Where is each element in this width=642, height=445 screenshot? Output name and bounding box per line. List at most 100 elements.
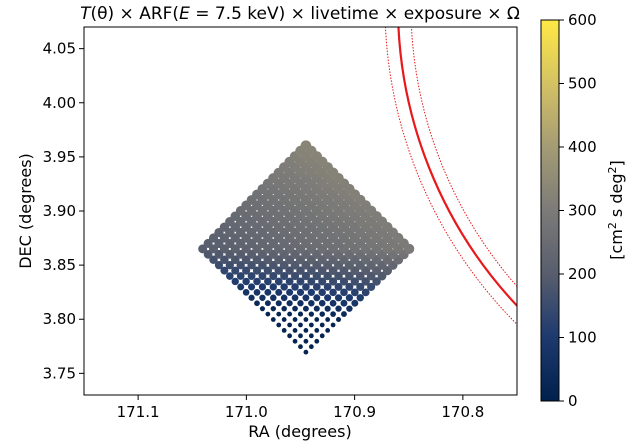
plot-frame (83, 26, 518, 396)
data-point (292, 328, 298, 333)
data-point (298, 344, 303, 350)
data-point (247, 272, 256, 280)
data-point (253, 288, 261, 296)
data-point (298, 322, 303, 328)
colorbar-tick-label: 100 (568, 329, 597, 347)
data-point (328, 266, 338, 276)
colorbar-label: [cm2 s deg2] (606, 160, 626, 260)
data-point (268, 260, 278, 270)
colorbar-tick-label: 0 (568, 392, 578, 410)
data-point (340, 299, 348, 307)
data-point (252, 255, 262, 265)
data-point (325, 328, 331, 333)
x-axis-label: RA (degrees) (248, 422, 351, 441)
x-tick-label: 171.0 (225, 403, 268, 421)
data-point (225, 261, 234, 270)
colorbar-tick-label: 400 (568, 138, 597, 156)
data-point (287, 322, 292, 328)
data-point (303, 349, 309, 355)
data-point (225, 272, 234, 280)
boundary-circle (397, 27, 517, 308)
data-point (274, 266, 283, 275)
data-point (241, 255, 251, 265)
data-point (319, 333, 325, 339)
data-point (345, 282, 354, 291)
data-point (297, 300, 304, 307)
data-point (324, 294, 332, 302)
y-tick-label: 4.05 (43, 40, 76, 58)
colorbar-tick-label: 300 (568, 202, 597, 220)
colorbar-tick-label: 500 (568, 75, 597, 93)
data-point (286, 300, 293, 307)
data-point (254, 300, 260, 307)
data-point (345, 271, 354, 281)
data-point (258, 272, 267, 281)
y-tick-label: 3.75 (43, 364, 76, 382)
data-point (318, 277, 327, 286)
colorbar-tick-label: 200 (568, 265, 597, 283)
colorbar-ticks: 0 100 200 300 400 500 600 (559, 11, 597, 410)
data-point (329, 277, 338, 286)
data-point (345, 294, 354, 302)
data-point (329, 299, 337, 307)
data-point (214, 261, 224, 270)
data-point (307, 266, 316, 275)
x-tick-label: 170.8 (441, 403, 484, 421)
y-tick-label: 4.00 (43, 94, 76, 112)
data-point (231, 266, 240, 275)
data-point (340, 288, 348, 297)
data-point (236, 260, 245, 270)
colorbar-tick-label: 600 (568, 11, 597, 29)
data-point (307, 277, 316, 286)
data-point (252, 266, 262, 275)
data-point (302, 283, 310, 291)
data-point (356, 294, 364, 302)
data-point (296, 277, 305, 286)
data-point (281, 328, 287, 333)
data-point (230, 255, 240, 265)
data-point (323, 283, 332, 291)
data-point (209, 255, 218, 264)
data-point (296, 288, 305, 296)
data-point (330, 311, 336, 317)
data-point (356, 282, 365, 291)
data-point (275, 288, 283, 296)
data-point (307, 288, 316, 297)
data-point (292, 338, 298, 344)
data-point (302, 305, 309, 312)
data-point (236, 272, 245, 280)
data-point (341, 311, 347, 318)
data-point (242, 266, 251, 275)
data-point (297, 311, 304, 317)
data-point (280, 271, 289, 281)
data-point (263, 266, 273, 275)
data-point (281, 305, 287, 312)
data-point (329, 288, 337, 297)
colorbar (540, 19, 560, 402)
data-point (270, 294, 277, 302)
data-point (319, 322, 325, 328)
data-point (274, 277, 283, 286)
data-point (275, 300, 282, 307)
data-point (285, 277, 294, 286)
y-axis-ticks: 3.75 3.80 3.85 3.90 3.95 4.00 4.05 (43, 40, 84, 382)
data-point (314, 338, 320, 344)
data-point (335, 305, 342, 312)
data-point (355, 271, 365, 281)
x-tick-label: 170.9 (333, 403, 376, 421)
data-point (308, 299, 315, 307)
boundary-circles (385, 27, 517, 325)
boundary-circle-dotted (385, 27, 517, 325)
data-point (264, 300, 271, 307)
data-point (366, 271, 376, 281)
data-point (308, 333, 314, 339)
data-point (259, 294, 266, 301)
data-point (290, 260, 300, 270)
data-point (286, 288, 294, 296)
data-point (269, 283, 277, 291)
data-point (242, 289, 250, 296)
y-axis-label: DEC (degrees) (16, 153, 35, 269)
data-point (313, 294, 321, 302)
data-point (253, 277, 261, 286)
